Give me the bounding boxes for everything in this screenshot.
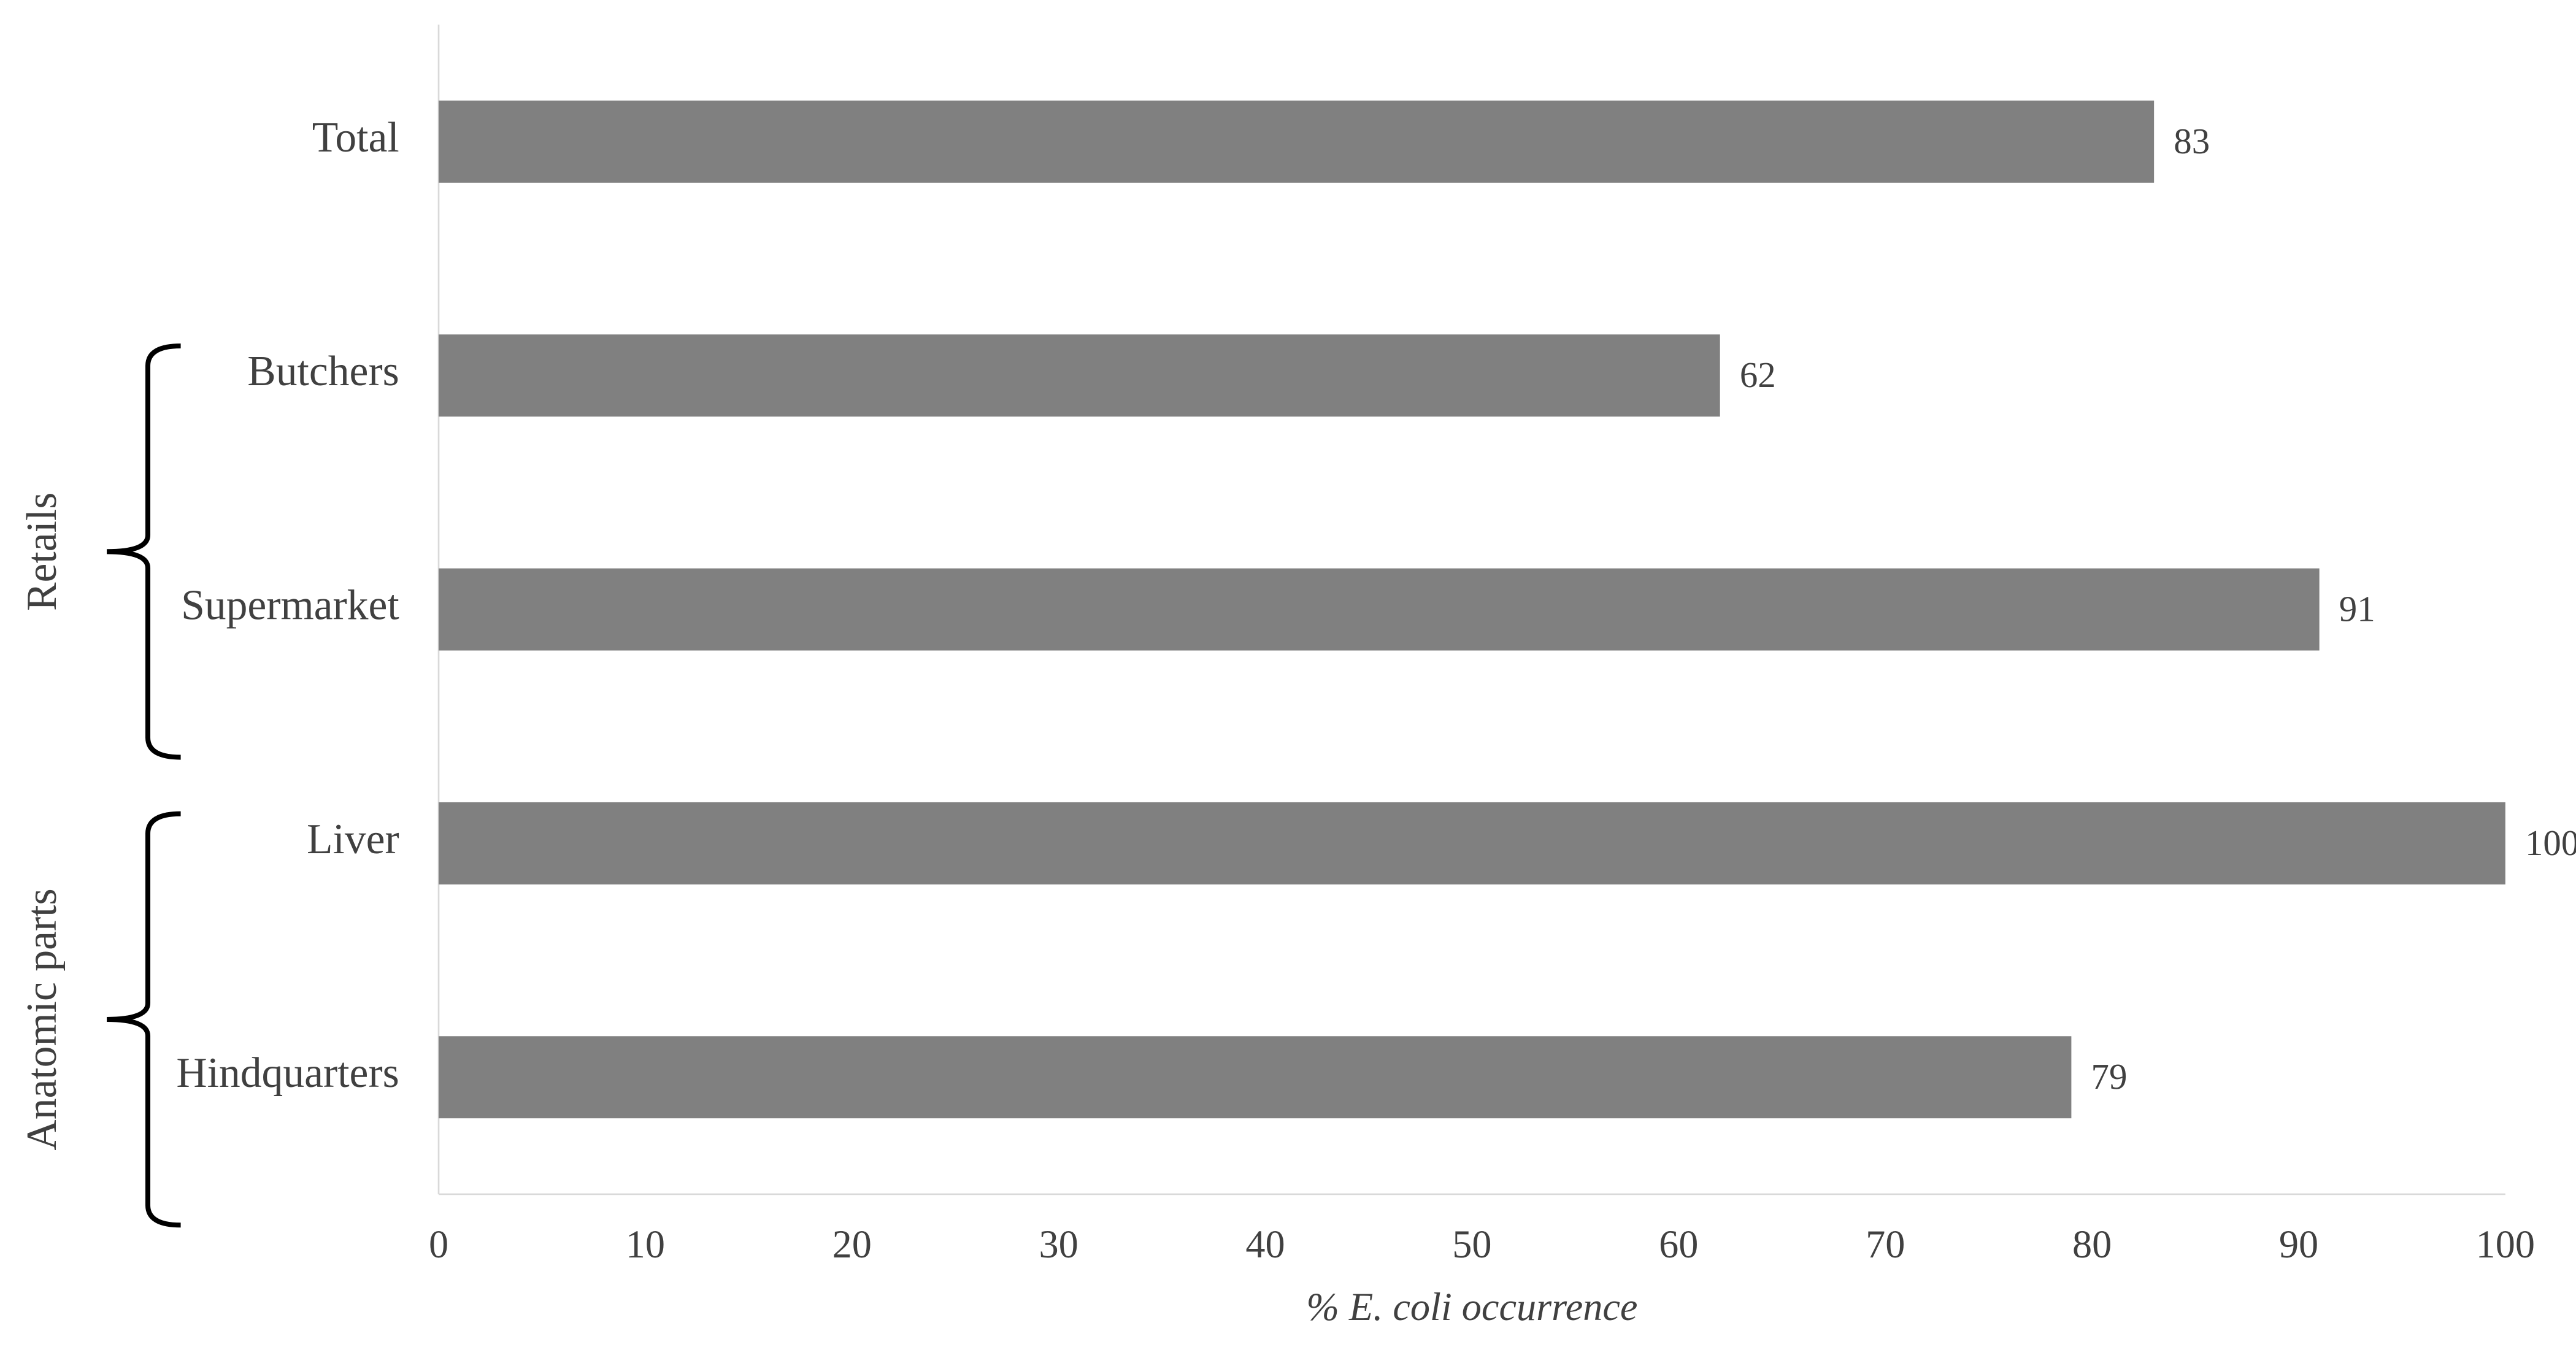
y-tick-label: Total — [312, 114, 399, 161]
bar — [439, 1036, 2072, 1119]
x-tick-label: 50 — [1452, 1222, 1491, 1266]
bar — [439, 100, 2155, 183]
bar — [439, 802, 2505, 885]
group-label: Anatomic parts — [18, 888, 66, 1150]
value-label: 91 — [2339, 589, 2375, 629]
group-brace — [107, 811, 181, 1228]
x-tick-label: 30 — [1039, 1222, 1078, 1266]
bar — [439, 568, 2320, 651]
x-tick-label: 100 — [2476, 1222, 2535, 1266]
x-tick-label: 80 — [2072, 1222, 2112, 1266]
value-label: 62 — [1740, 355, 1776, 395]
x-tick-label: 90 — [2279, 1222, 2318, 1266]
group-label: Retails — [18, 493, 66, 611]
bar — [439, 334, 1720, 417]
x-axis-title: % E. coli occurrence — [1306, 1285, 1637, 1329]
x-tick-label: 60 — [1659, 1222, 1698, 1266]
value-label: 83 — [2174, 121, 2210, 161]
group-brace — [107, 343, 181, 760]
y-tick-label: Butchers — [247, 348, 399, 395]
x-tick-label: 0 — [429, 1222, 448, 1266]
x-tick-label: 10 — [626, 1222, 665, 1266]
y-tick-label: Liver — [307, 816, 399, 863]
x-tick-label: 40 — [1245, 1222, 1285, 1266]
y-tick-label: Supermarket — [181, 582, 399, 629]
value-label: 100 — [2525, 823, 2576, 863]
y-tick-label: Hindquarters — [176, 1050, 399, 1097]
x-tick-label: 70 — [1866, 1222, 1905, 1266]
x-tick-label: 20 — [832, 1222, 872, 1266]
value-label: 79 — [2091, 1057, 2128, 1097]
